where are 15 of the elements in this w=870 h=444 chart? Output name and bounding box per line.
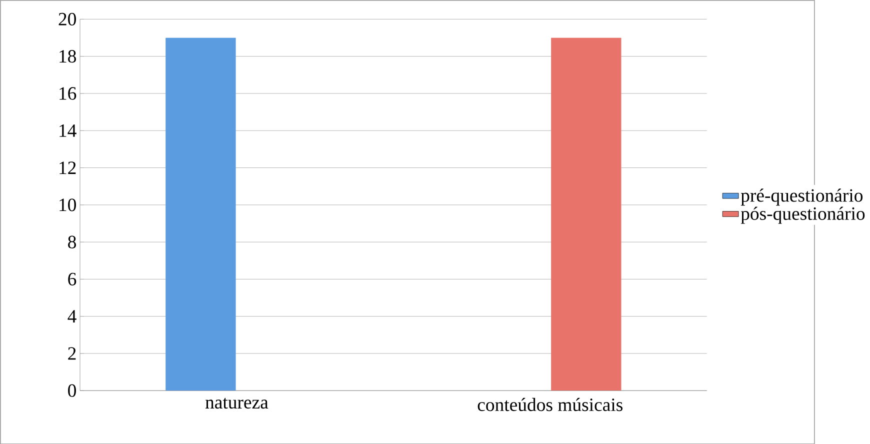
y-tick-label: 4 [68,310,76,322]
y-tick-label: 16 [60,86,76,100]
y-tick-label: 8 [68,236,76,248]
y-tick-label: 18 [60,50,76,62]
y-tick-label: 6 [68,272,76,286]
legend-label: pré-questionário [740,188,863,206]
y-tick-label: 0 [68,384,76,397]
x-tick-label: natureza [205,398,268,408]
y-tick-label: 10 [60,198,76,211]
y-tick-label: 20 [58,12,76,26]
y-tick-label: 2 [68,347,76,360]
y-tick-label: 12 [60,161,76,174]
x-tick-label: conteúdos músicais [478,398,622,411]
legend-label: pós-questionário [740,206,865,224]
y-tick-label: 14 [60,124,76,137]
